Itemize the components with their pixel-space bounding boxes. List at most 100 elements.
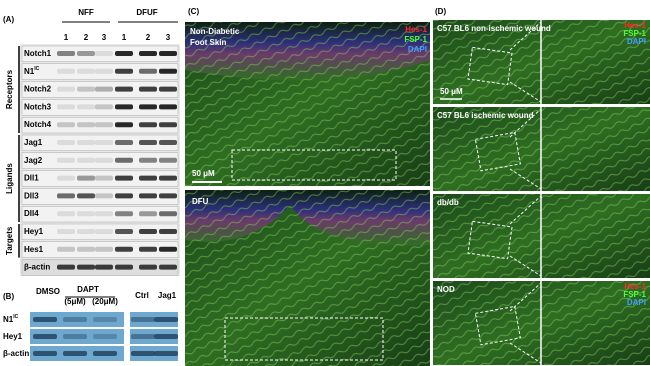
lane-label: 1 (64, 33, 69, 42)
blot-band (57, 211, 75, 217)
blot-row (21, 223, 179, 241)
row-label-text: Jag2 (24, 156, 43, 165)
blot-band (154, 351, 178, 356)
legend-entry: Hes-1 (405, 25, 427, 34)
row-label-sup: IC (34, 66, 39, 72)
blot-band (115, 140, 133, 145)
blot-band (115, 193, 133, 199)
blot-band (159, 157, 177, 163)
legend-entry: FSP-1 (623, 290, 646, 299)
row-label-text: β-actin (24, 263, 50, 272)
row-label-text: Dll1 (24, 174, 39, 183)
row-label-text: Jag1 (24, 138, 43, 147)
blot-band (115, 246, 133, 252)
blot-band (33, 351, 57, 356)
blot-row (21, 116, 179, 134)
blot-band (159, 246, 177, 252)
blot-band (139, 211, 157, 217)
panel-label: (D) (435, 7, 446, 16)
row-label-text: Notch2 (24, 85, 52, 94)
blot-band (131, 351, 155, 356)
zoom-line (509, 255, 542, 277)
zoom-line (509, 81, 542, 103)
legend-entry: FSP-1 (623, 29, 646, 38)
blot-row (21, 205, 179, 223)
blot-band (77, 264, 95, 270)
row-label: Hey1 (3, 332, 23, 341)
row-label-text: Hey1 (24, 227, 44, 236)
blot-band (95, 246, 113, 252)
blot-band (93, 317, 117, 322)
row-label: Jag1 (24, 138, 43, 147)
blot-band (95, 157, 113, 163)
blot-band (159, 86, 177, 92)
column-label: (20μM) (92, 297, 118, 306)
blot-band (77, 229, 95, 234)
blot-band (159, 175, 177, 181)
blot-row (21, 241, 179, 258)
blot-band (57, 140, 75, 145)
blot-band (139, 140, 157, 145)
blot-band (57, 86, 75, 92)
lane-label: 3 (102, 33, 107, 42)
blot-band (115, 104, 133, 110)
row-label: Notch3 (24, 103, 52, 112)
blot-band (139, 246, 157, 252)
legend-entry: DAPI (627, 298, 646, 307)
scale-label: 50 μM (192, 169, 215, 178)
blot-band (77, 104, 95, 110)
blot-band (139, 122, 157, 128)
blot-band (139, 51, 157, 56)
legend-entry: Hes-1 (624, 21, 646, 30)
blot-band (57, 193, 75, 199)
roi-box (467, 46, 513, 86)
blot-band (33, 334, 57, 339)
blot-band (95, 122, 113, 128)
blot-row (21, 170, 179, 187)
blot-band (139, 193, 157, 199)
blot-band (115, 157, 133, 163)
blot-row (21, 188, 179, 205)
row-label: Dll3 (24, 192, 39, 201)
legend-entry: DAPI (408, 45, 427, 54)
row-label: Hes1 (24, 245, 44, 254)
blot-band (115, 229, 133, 234)
legend-entry: FSP-1 (404, 35, 427, 44)
blot-band (154, 317, 178, 322)
fibers (185, 190, 430, 366)
blot-band (57, 122, 75, 128)
section-label: Receptors (5, 69, 14, 109)
image-title: DFU (192, 197, 209, 206)
blot-band (77, 211, 95, 217)
row-label: N1IC (24, 66, 40, 76)
blot-band (77, 140, 95, 145)
zoom-line (509, 282, 542, 312)
group-label: NFF (78, 8, 94, 17)
blot-band (115, 68, 133, 74)
blot-band (95, 193, 113, 199)
panel-label: (C) (188, 7, 199, 16)
blot-band (159, 104, 177, 110)
row-label: β-actin (3, 349, 29, 358)
blot-band (95, 68, 113, 74)
row-label-text: N1 (3, 315, 14, 324)
blot-row (21, 45, 179, 63)
blot-band (95, 104, 113, 110)
roi-box (467, 220, 513, 260)
row-label: Hey1 (24, 227, 44, 236)
blot-band (159, 122, 177, 128)
blot-band (159, 229, 177, 234)
blot-band (57, 68, 75, 74)
blot-band (95, 211, 113, 217)
roi-box (474, 131, 521, 172)
legend-entry: DAPI (627, 37, 646, 46)
row-label-text: Notch4 (24, 120, 52, 129)
blot-band (77, 86, 95, 92)
blot-row (21, 63, 179, 80)
blot-band (139, 175, 157, 181)
blot-band (93, 351, 117, 356)
row-label-text: Notch3 (24, 103, 52, 112)
blot-band (57, 246, 75, 252)
blot-band (139, 229, 157, 234)
blot-band (159, 140, 177, 145)
